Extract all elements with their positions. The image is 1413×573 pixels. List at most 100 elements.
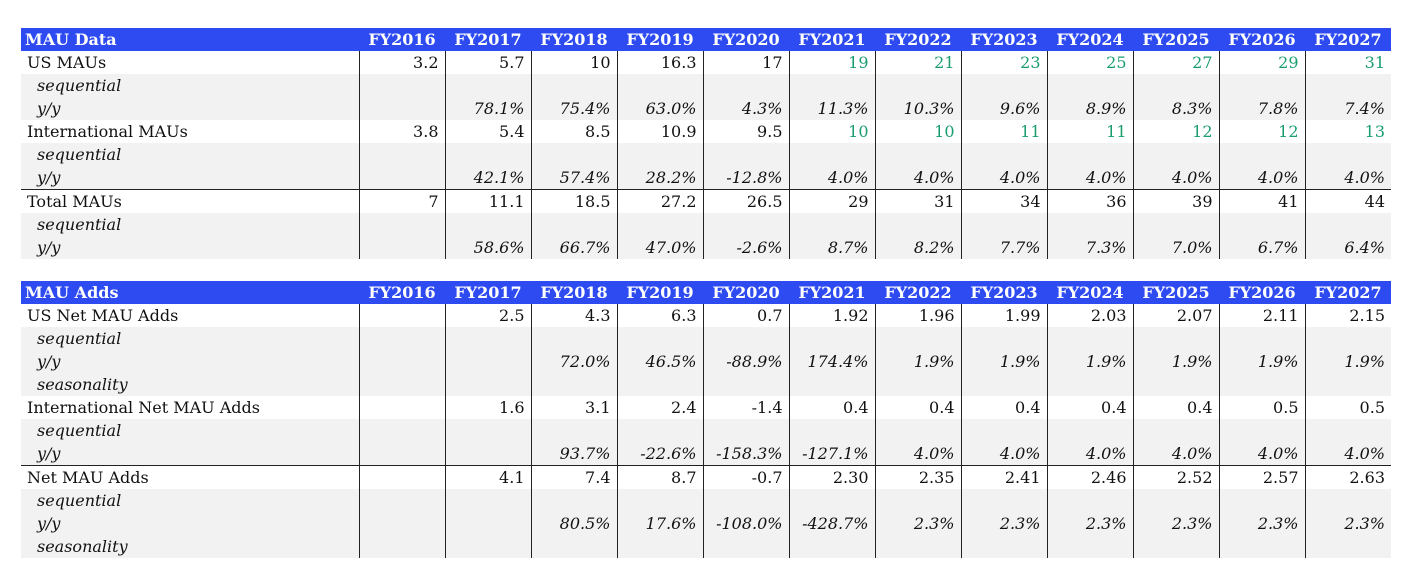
value-cell[interactable]: 39 [1132,189,1219,213]
value-cell[interactable]: 46.5% [616,350,703,373]
year-header-cell[interactable]: FY2018 [531,281,617,304]
value-cell[interactable]: 0.5 [1218,396,1305,419]
value-cell[interactable] [1304,535,1391,558]
value-cell[interactable] [788,535,875,558]
value-cell[interactable] [788,143,875,166]
value-cell[interactable]: 27.2 [616,189,703,213]
value-cell[interactable]: 93.7% [530,442,617,466]
value-cell[interactable]: 174.4% [788,350,875,373]
value-cell[interactable]: 11.3% [788,97,875,120]
row-label-cell[interactable]: y/y [21,350,359,373]
value-cell[interactable]: 4.3% [702,97,789,120]
value-cell[interactable] [1218,535,1305,558]
row-label-cell[interactable]: y/y [21,442,359,466]
value-cell[interactable]: 11.1 [444,189,531,213]
value-cell[interactable]: 0.4 [960,396,1047,419]
value-cell[interactable] [1132,74,1219,97]
value-cell[interactable]: 78.1% [444,97,531,120]
value-cell[interactable]: 16.3 [616,51,703,74]
value-cell[interactable] [960,419,1047,442]
value-cell[interactable]: 34 [960,189,1047,213]
value-cell[interactable] [358,97,445,120]
value-cell[interactable] [444,143,531,166]
value-cell[interactable]: 1.6 [444,396,531,419]
value-cell[interactable]: 1.92 [788,304,875,327]
value-cell[interactable]: 1.9% [1304,350,1391,373]
value-cell[interactable]: 7.8% [1218,97,1305,120]
value-cell[interactable]: 57.4% [530,166,617,190]
value-cell[interactable] [788,419,875,442]
value-cell[interactable]: -88.9% [702,350,789,373]
value-cell[interactable]: 2.3% [1046,512,1133,535]
value-cell[interactable] [444,74,531,97]
year-header-cell[interactable]: FY2016 [359,281,445,304]
value-cell[interactable]: 66.7% [530,236,617,259]
value-cell[interactable] [358,535,445,558]
value-cell[interactable]: 0.4 [1046,396,1133,419]
value-cell[interactable] [1132,213,1219,236]
value-cell[interactable]: 1.96 [874,304,961,327]
value-cell[interactable]: 6.7% [1218,236,1305,259]
value-cell[interactable]: 7.3% [1046,236,1133,259]
value-cell[interactable]: 1.9% [1132,350,1219,373]
value-cell[interactable]: 11 [1046,120,1133,143]
value-cell[interactable] [960,143,1047,166]
value-cell[interactable] [358,465,445,489]
year-header-cell[interactable]: FY2023 [961,28,1047,51]
value-cell[interactable] [874,74,961,97]
value-cell[interactable] [874,419,961,442]
section-title[interactable]: MAU Adds [21,281,359,304]
value-cell[interactable]: 0.4 [788,396,875,419]
value-cell[interactable]: 2.3% [960,512,1047,535]
value-cell[interactable] [530,419,617,442]
year-header-cell[interactable]: FY2021 [789,28,875,51]
value-cell[interactable] [1132,535,1219,558]
value-cell[interactable] [1218,489,1305,512]
value-cell[interactable]: 4.0% [1132,442,1219,466]
year-header-cell[interactable]: FY2018 [531,28,617,51]
year-header-cell[interactable]: FY2020 [703,281,789,304]
value-cell[interactable]: 80.5% [530,512,617,535]
value-cell[interactable]: 7.4% [1304,97,1391,120]
value-cell[interactable]: 4.0% [874,166,961,190]
value-cell[interactable]: 44 [1304,189,1391,213]
value-cell[interactable] [358,442,445,466]
value-cell[interactable]: 1.9% [1046,350,1133,373]
value-cell[interactable] [1304,74,1391,97]
value-cell[interactable] [616,143,703,166]
value-cell[interactable]: 7.0% [1132,236,1219,259]
value-cell[interactable]: 10 [874,120,961,143]
value-cell[interactable]: 5.4 [444,120,531,143]
value-cell[interactable]: 4.3 [530,304,617,327]
year-header-cell[interactable]: FY2019 [617,281,703,304]
value-cell[interactable]: 4.0% [1304,442,1391,466]
value-cell[interactable] [1218,419,1305,442]
value-cell[interactable] [1218,327,1305,350]
value-cell[interactable]: 2.63 [1304,465,1391,489]
row-label-cell[interactable]: sequential [21,74,359,97]
value-cell[interactable] [702,74,789,97]
row-label-cell[interactable]: y/y [21,97,359,120]
value-cell[interactable] [702,535,789,558]
value-cell[interactable]: 4.0% [1218,166,1305,190]
value-cell[interactable]: 10.3% [874,97,961,120]
row-label-cell[interactable]: Total MAUs [21,189,359,213]
row-label-cell[interactable]: International MAUs [21,120,359,143]
value-cell[interactable]: 2.30 [788,465,875,489]
value-cell[interactable]: 4.0% [1046,442,1133,466]
value-cell[interactable] [616,327,703,350]
value-cell[interactable] [960,535,1047,558]
value-cell[interactable]: 17 [702,51,789,74]
value-cell[interactable]: 2.5 [444,304,531,327]
value-cell[interactable] [444,489,531,512]
value-cell[interactable] [444,512,531,535]
value-cell[interactable] [616,419,703,442]
value-cell[interactable]: 8.9% [1046,97,1133,120]
value-cell[interactable] [702,489,789,512]
year-header-cell[interactable]: FY2024 [1047,281,1133,304]
value-cell[interactable]: 10 [530,51,617,74]
value-cell[interactable]: 21 [874,51,961,74]
value-cell[interactable] [1046,489,1133,512]
value-cell[interactable] [358,304,445,327]
value-cell[interactable]: 2.3% [1218,512,1305,535]
